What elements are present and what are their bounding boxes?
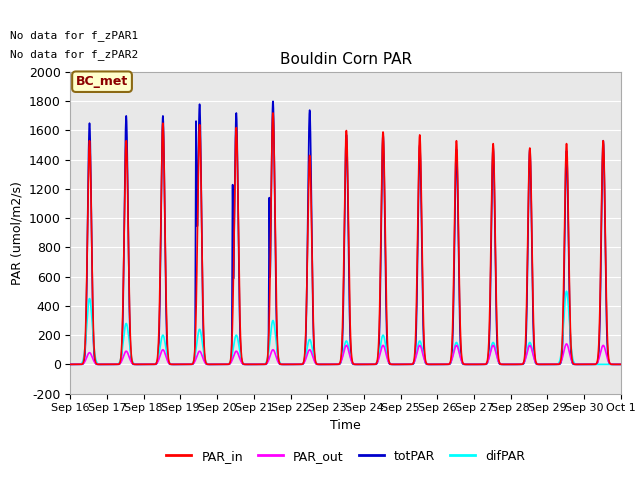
Text: No data for f_zPAR1: No data for f_zPAR1: [10, 30, 138, 41]
Legend: PAR_in, PAR_out, totPAR, difPAR: PAR_in, PAR_out, totPAR, difPAR: [161, 445, 530, 468]
Y-axis label: PAR (umol/m2/s): PAR (umol/m2/s): [10, 181, 23, 285]
Text: BC_met: BC_met: [76, 75, 128, 88]
X-axis label: Time: Time: [330, 419, 361, 432]
Text: No data for f_zPAR2: No data for f_zPAR2: [10, 49, 138, 60]
Title: Bouldin Corn PAR: Bouldin Corn PAR: [280, 52, 412, 67]
